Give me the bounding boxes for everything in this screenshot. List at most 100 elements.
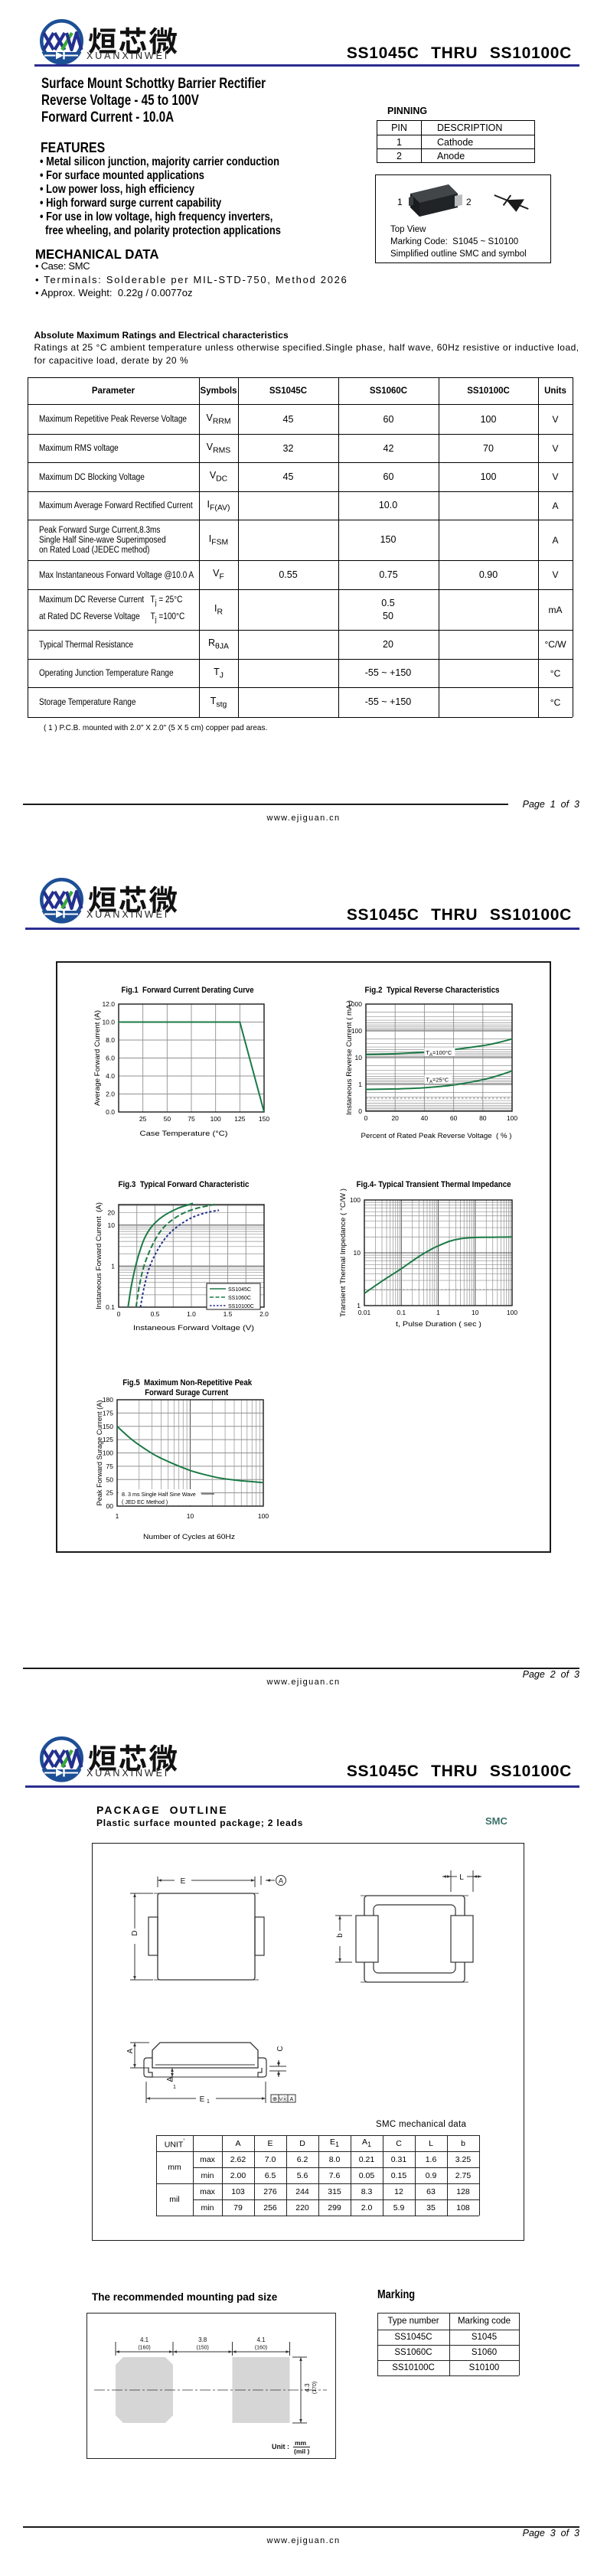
svg-text:L: L: [459, 1873, 464, 1882]
svg-text:1: 1: [207, 2099, 210, 2105]
svg-text:0.1: 0.1: [106, 1303, 115, 1311]
svg-text:25: 25: [139, 1115, 147, 1123]
svg-text:75: 75: [188, 1115, 195, 1123]
svg-text:12.0: 12.0: [102, 1000, 115, 1008]
svg-text:150: 150: [259, 1115, 269, 1123]
svg-text:0: 0: [117, 1310, 121, 1318]
svg-text:Number of Cycles at 60Hz: Number of Cycles at 60Hz: [143, 1533, 235, 1541]
svg-text:Simplified outline SMC and sym: Simplified outline SMC and symbol: [390, 249, 527, 259]
svg-text:100: 100: [507, 1309, 517, 1316]
svg-text:XUANXINWEI: XUANXINWEI: [86, 1768, 169, 1779]
svg-text:4.1: 4.1: [256, 2336, 266, 2343]
svg-text:Unit :: Unit :: [272, 2443, 289, 2450]
svg-text:Fig.3 Typical Forward Charact: Fig.3 Typical Forward Characteristic: [119, 1180, 250, 1189]
svg-text:4.0: 4.0: [106, 1072, 115, 1080]
svg-text:1: 1: [358, 1081, 362, 1088]
svg-text:1.5: 1.5: [224, 1310, 233, 1318]
svg-text:2.0: 2.0: [259, 1310, 269, 1318]
svg-text:100: 100: [103, 1449, 113, 1457]
svg-text:1000: 1000: [348, 1000, 362, 1008]
svg-text:C: C: [276, 2046, 285, 2051]
svg-text:75: 75: [106, 1462, 114, 1470]
svg-text:E: E: [181, 1877, 186, 1886]
svg-text:4.3: 4.3: [304, 2383, 311, 2392]
svg-text:100: 100: [350, 1196, 361, 1204]
svg-text:2.0: 2.0: [106, 1091, 115, 1098]
svg-text:0.1: 0.1: [397, 1309, 406, 1316]
svg-text:1: 1: [397, 197, 403, 207]
svg-text:0: 0: [358, 1107, 362, 1115]
svg-text:Case Temperature (°C): Case Temperature (°C): [140, 1130, 228, 1138]
svg-text:1: 1: [357, 1302, 361, 1309]
svg-text:0: 0: [364, 1114, 368, 1122]
svg-text:175: 175: [103, 1409, 113, 1417]
svg-text:Fig.5 Maximum Non-Repetitive: Fig.5 Maximum Non-Repetitive Peak: [122, 1378, 253, 1387]
svg-text:Fig.2 Typical Reverse Charact: Fig.2 Typical Reverse Characteristics: [365, 986, 500, 995]
svg-text:6.0: 6.0: [106, 1055, 115, 1062]
svg-text:50: 50: [164, 1115, 171, 1123]
svg-text:10.0: 10.0: [102, 1019, 115, 1026]
svg-text:2: 2: [466, 197, 472, 207]
svg-text:10: 10: [355, 1054, 363, 1061]
svg-text:Average Forward Current (A): Average Forward Current (A): [93, 1010, 101, 1106]
svg-text:Instaneous Forward Current (A: Instaneous Forward Current (A): [95, 1202, 103, 1309]
svg-text:(150): (150): [197, 2346, 209, 2351]
svg-text:Instaneous Forward Voltage (V): Instaneous Forward Voltage (V): [133, 1324, 254, 1332]
svg-text:10: 10: [187, 1512, 194, 1520]
svg-text:125: 125: [234, 1115, 245, 1123]
svg-text:1: 1: [173, 2085, 176, 2090]
svg-text:SS10100C: SS10100C: [228, 1304, 254, 1309]
svg-text:Fig.4- Typical Transient Therm: Fig.4- Typical Transient Thermal Impedan…: [357, 1180, 511, 1189]
svg-text:XUANXINWEI: XUANXINWEI: [86, 51, 169, 61]
svg-text:100: 100: [258, 1512, 269, 1520]
svg-text:A: A: [166, 2076, 175, 2082]
svg-text:8. 3 ms Single Half Sine Wave: 8. 3 ms Single Half Sine Wave: [122, 1491, 196, 1498]
svg-text:VⒶ: VⒶ: [279, 2096, 288, 2102]
svg-text:40: 40: [421, 1114, 429, 1122]
svg-text:0.5: 0.5: [151, 1310, 160, 1318]
svg-text:⊕: ⊕: [272, 2095, 277, 2102]
svg-text:mm: mm: [295, 2439, 307, 2447]
svg-text:1: 1: [111, 1262, 115, 1270]
svg-text:t, Pulse Duration ( sec ): t, Pulse Duration ( sec ): [396, 1320, 481, 1329]
svg-text:Transient Thermal Impedance (: Transient Thermal Impedance ( °C/W ): [339, 1189, 347, 1317]
svg-text:SS1045C: SS1045C: [228, 1287, 251, 1293]
svg-text:A: A: [279, 1877, 283, 1885]
svg-text:10: 10: [108, 1221, 116, 1229]
svg-text:Peak Forward Surage Current (A: Peak Forward Surage Current (A): [96, 1400, 103, 1506]
svg-text:25: 25: [106, 1489, 114, 1497]
svg-text:A: A: [290, 2097, 294, 2102]
svg-text:10: 10: [472, 1309, 479, 1316]
svg-text:20: 20: [391, 1114, 399, 1122]
svg-text:Top View: Top View: [390, 225, 426, 234]
svg-text:E: E: [200, 2095, 205, 2104]
svg-text:80: 80: [479, 1114, 487, 1122]
svg-text:00: 00: [106, 1502, 114, 1510]
svg-text:20: 20: [108, 1209, 116, 1217]
svg-text:180: 180: [103, 1396, 113, 1404]
svg-text:(160): (160): [255, 2346, 267, 2351]
svg-text:Percent of Rated Peak Reverse: Percent of Rated Peak Reverse Voltage ( …: [361, 1132, 512, 1140]
svg-text:A: A: [126, 2048, 135, 2053]
svg-text:(mil ): (mil ): [294, 2447, 309, 2455]
svg-text:0.01: 0.01: [358, 1309, 371, 1316]
svg-text:SS1060C: SS1060C: [228, 1296, 251, 1301]
svg-text:TA=100°C: TA=100°C: [426, 1049, 452, 1058]
svg-text:( JED EC Method ): ( JED EC Method ): [122, 1498, 168, 1505]
svg-text:XUANXINWEI: XUANXINWEI: [86, 909, 169, 920]
svg-text:0.0: 0.0: [106, 1108, 115, 1116]
svg-text:Marking Code: S1045 ~ S10100: Marking Code: S1045 ~ S10100: [390, 237, 518, 246]
svg-text:10: 10: [354, 1249, 361, 1257]
svg-text:TA=25°C: TA=25°C: [426, 1077, 449, 1085]
svg-text:8.0: 8.0: [106, 1036, 115, 1044]
svg-text:150: 150: [103, 1423, 113, 1430]
svg-text:125: 125: [103, 1436, 113, 1443]
svg-text:100: 100: [210, 1115, 221, 1123]
svg-text:50: 50: [106, 1475, 114, 1483]
svg-text:1.0: 1.0: [187, 1310, 196, 1318]
svg-text:1: 1: [116, 1512, 119, 1520]
svg-text:Forward Surage Current: Forward Surage Current: [145, 1388, 228, 1397]
svg-text:100: 100: [507, 1114, 517, 1122]
svg-text:4.1: 4.1: [140, 2336, 149, 2343]
svg-text:(170): (170): [312, 2382, 318, 2394]
